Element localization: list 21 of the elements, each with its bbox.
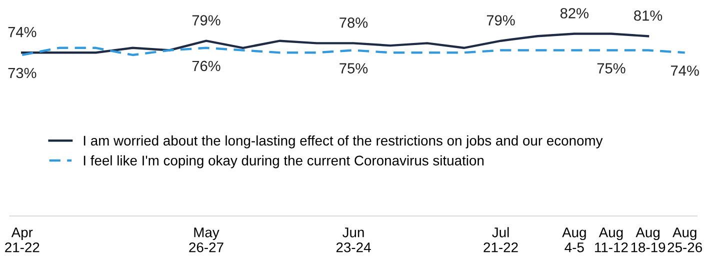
data-label: 74% (671, 66, 699, 76)
x-tick-label: Aug 18-19 (631, 228, 666, 252)
data-label: 82% (560, 8, 588, 18)
data-label: 75% (340, 63, 368, 74)
x-tick-label: Aug 11-12 (595, 228, 628, 252)
data-label: 79% (486, 15, 515, 26)
x-tick-label: Apr 21-22 (5, 228, 40, 252)
x-tick-label: May 26-27 (189, 228, 224, 252)
data-label: 79% (192, 15, 220, 26)
data-label: 75% (597, 63, 626, 74)
data-label: 74% (8, 26, 36, 38)
x-tick-label: Aug 4-5 (562, 228, 586, 252)
data-label: 76% (192, 60, 220, 72)
data-label: 73% (8, 68, 36, 78)
data-label: 81% (634, 10, 662, 21)
legend-label: I am worried about the long-lasting effect of the restrictions on jobs and our economy (84, 135, 603, 148)
legend-label: I feel like I'm coping okay during the current Coronavirus situation (84, 155, 484, 168)
x-tick-label: Jun 23-24 (336, 228, 371, 252)
x-tick-label: Aug 25-26 (668, 228, 702, 252)
x-tick-label: Jul 21-22 (484, 227, 518, 252)
data-label: 78% (340, 17, 368, 28)
